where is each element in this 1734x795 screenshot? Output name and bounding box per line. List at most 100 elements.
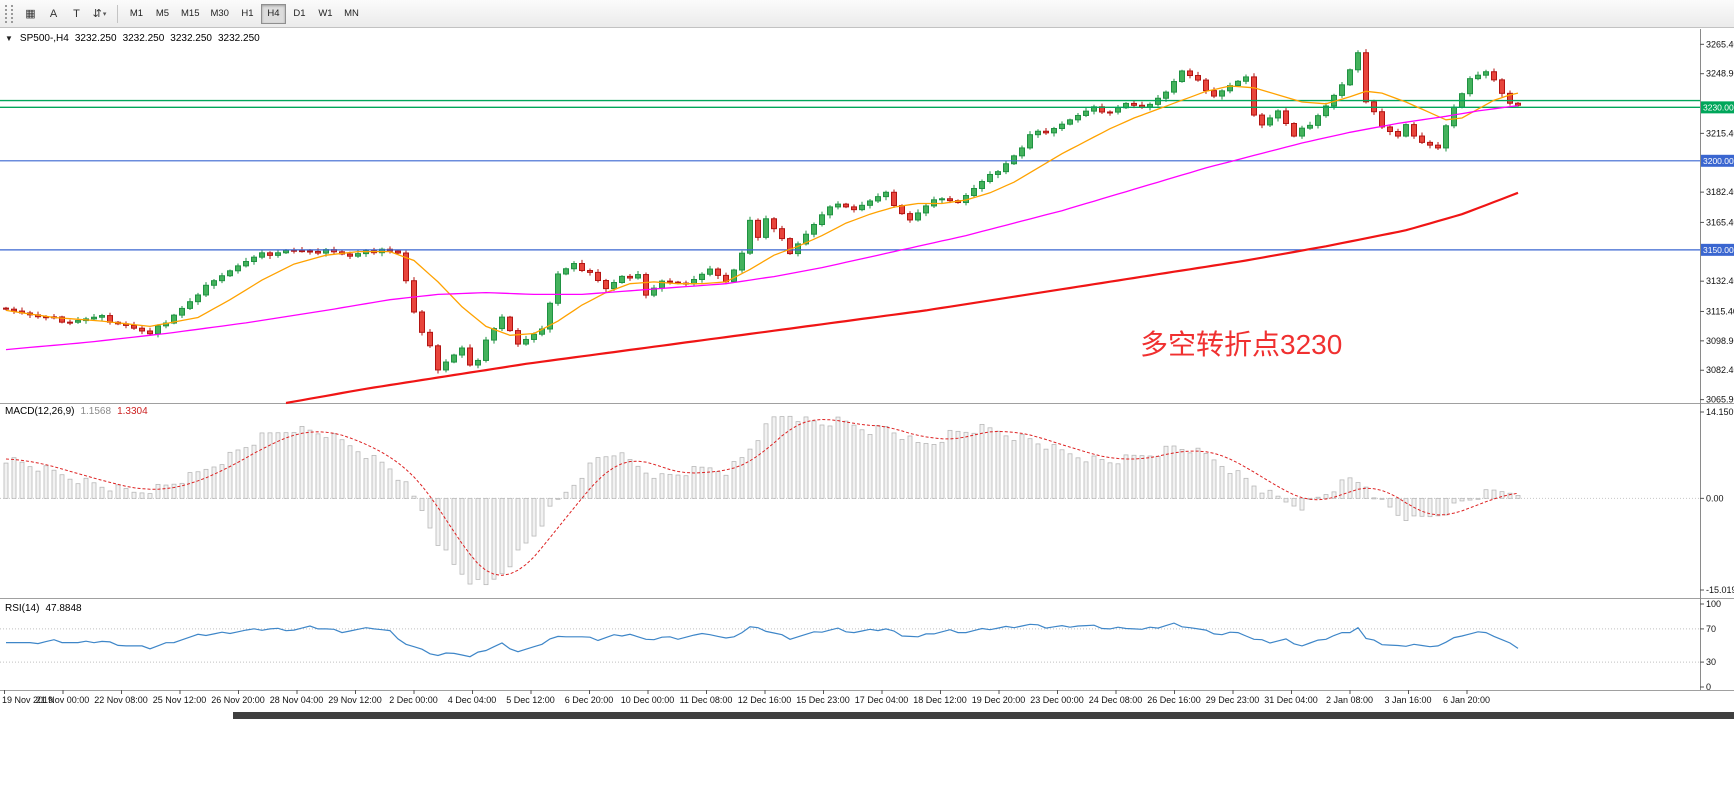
macd-bar: [611, 455, 617, 499]
candle-body: [507, 316, 513, 332]
macd-bar: [19, 461, 25, 499]
macd-bar: [1251, 485, 1257, 499]
candle-body: [707, 268, 713, 275]
macd-bar: [979, 423, 985, 499]
ma-line-ma-mid: [5, 104, 1519, 351]
rsi-indicator-header: RSI(14) 47.8848: [5, 603, 82, 614]
macd-bar: [307, 429, 313, 499]
candle-body: [1411, 124, 1417, 137]
macd-bar: [283, 432, 289, 499]
macd-bar: [1291, 497, 1297, 507]
macd-label: MACD(12,26,9): [5, 406, 75, 417]
macd-bar: [475, 497, 481, 580]
time-label: 6 Jan 20:00: [1443, 695, 1490, 705]
text-tool-button[interactable]: T: [65, 3, 88, 24]
chart-shift-button[interactable]: ▦: [19, 3, 42, 24]
annotate-a-button[interactable]: A: [42, 3, 65, 24]
macd-bar: [523, 497, 529, 544]
ma-line-ma-fast: [5, 85, 1519, 336]
timeframe-button-M30[interactable]: M30: [205, 4, 233, 24]
macd-bar: [875, 425, 881, 499]
macd-bar: [1491, 489, 1497, 499]
macd-bar: [947, 429, 953, 499]
macd-bar: [923, 443, 929, 499]
macd-bar: [1123, 454, 1129, 499]
candle-body: [1203, 79, 1209, 92]
macd-bar: [387, 468, 393, 499]
candle-body: [283, 249, 289, 254]
candle-body: [1347, 69, 1353, 86]
candle-body: [1059, 123, 1065, 130]
timeframe-button-D1[interactable]: D1: [287, 4, 312, 24]
timeframe-button-H1[interactable]: H1: [235, 4, 260, 24]
rsi-line: [6, 622, 1519, 658]
candle-body: [923, 205, 929, 214]
horizontal-scrollbar[interactable]: [233, 712, 1734, 719]
macd-bar: [1283, 497, 1289, 503]
macd-bar: [75, 483, 81, 499]
macd-bar: [715, 471, 721, 499]
timeframe-button-M15[interactable]: M15: [176, 4, 204, 24]
timeframe-button-H4[interactable]: H4: [260, 3, 286, 24]
macd-bar: [179, 482, 185, 499]
price-line-badge-label: 3230.000: [1703, 103, 1734, 113]
macd-bar: [187, 472, 193, 499]
toolbar-grip[interactable]: [5, 4, 13, 23]
macd-bar: [563, 491, 569, 499]
macd-tick-label: 14.1509: [1706, 407, 1734, 417]
candle-body: [971, 188, 977, 197]
time-label: 12 Dec 16:00: [738, 695, 792, 705]
pane-separators: [0, 29, 1734, 691]
macd-bar: [1363, 486, 1369, 499]
timeframe-button-M1[interactable]: M1: [124, 4, 149, 24]
timeframe-button-MN[interactable]: MN: [339, 4, 364, 24]
macd-bar: [507, 497, 513, 568]
timeframe-button-W1[interactable]: W1: [313, 4, 338, 24]
candle-body: [891, 191, 897, 206]
macd-bar: [683, 475, 689, 499]
macd-bar: [131, 491, 137, 499]
collapse-triangle-icon[interactable]: ▼: [5, 34, 13, 43]
candle-body: [347, 253, 353, 257]
candle-body: [195, 294, 201, 303]
candle-body: [643, 274, 649, 296]
candle-body: [883, 191, 889, 198]
candle-body: [1163, 91, 1169, 99]
candle-body: [1403, 124, 1409, 137]
candle-body: [747, 219, 753, 254]
candle-body: [995, 171, 1001, 175]
macd-bar: [443, 497, 449, 551]
annotate-letter-icon: A: [49, 7, 58, 20]
time-label: 19 Nov 2019: [2, 695, 53, 705]
macd-bar: [3, 462, 9, 499]
text-label-icon: T: [73, 7, 80, 20]
symbol-list-button[interactable]: ⇵ ▾: [88, 3, 111, 24]
macd-bar: [1275, 495, 1281, 499]
candle-body: [1259, 114, 1265, 126]
macd-bar: [1419, 497, 1425, 517]
macd-bar: [1163, 445, 1169, 499]
price-tick-label: 3215.400: [1706, 128, 1734, 138]
candle-body: [1291, 122, 1297, 137]
rsi-value: 47.8848: [45, 603, 82, 614]
timeframe-button-M5[interactable]: M5: [150, 4, 175, 24]
candle-body: [779, 228, 785, 240]
candle-body: [1235, 80, 1241, 87]
candle-body: [619, 275, 625, 284]
candle-body: [1323, 105, 1329, 117]
candle-body: [1515, 102, 1521, 106]
candle-body: [1491, 71, 1497, 81]
macd-bar: [99, 486, 105, 499]
candle-body: [491, 328, 497, 341]
macd-bar: [1067, 453, 1073, 499]
time-label: 18 Dec 12:00: [913, 695, 967, 705]
candle-body: [523, 338, 529, 345]
macd-bar: [1507, 492, 1513, 499]
macd-bar: [1339, 479, 1345, 499]
macd-bar: [579, 477, 585, 499]
macd-bar: [339, 439, 345, 499]
macd-bar: [451, 497, 457, 565]
candle-body: [499, 316, 505, 330]
macd-bar: [483, 497, 489, 586]
